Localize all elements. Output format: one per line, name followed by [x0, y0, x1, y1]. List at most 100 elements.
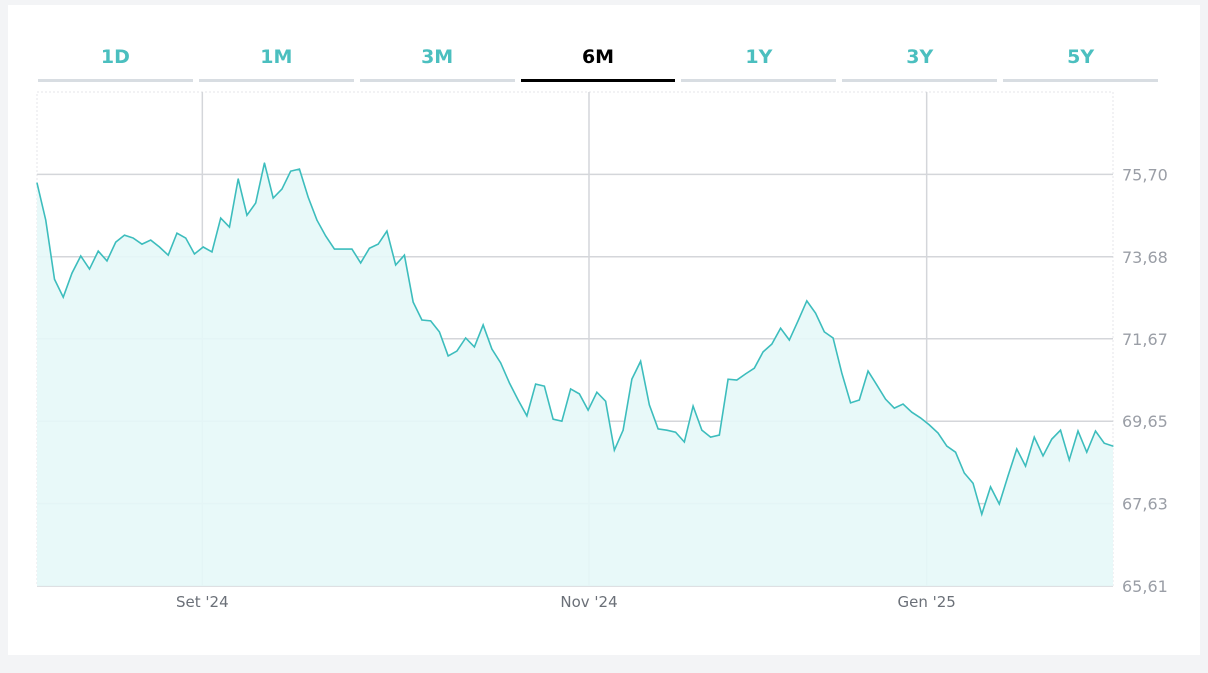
data-point: [832, 337, 834, 339]
y-tick-label: 71,67: [1122, 330, 1168, 349]
data-point: [307, 196, 309, 198]
data-point: [1024, 465, 1027, 467]
data-point: [613, 449, 615, 451]
data-point: [753, 367, 755, 369]
data-point: [788, 339, 790, 341]
data-point: [675, 431, 677, 433]
data-point: [473, 346, 475, 348]
data-point: [456, 350, 458, 352]
data-point: [963, 472, 965, 474]
data-point: [211, 251, 213, 253]
data-point: [360, 262, 362, 264]
data-point: [806, 300, 808, 302]
data-point: [246, 214, 248, 216]
data-point: [561, 420, 563, 422]
tab-1y[interactable]: 1Y: [681, 40, 837, 82]
data-point: [500, 362, 502, 364]
range-tabs: 1D 1M 3M 6M 1Y 3Y 5Y: [38, 40, 1159, 85]
data-point: [1059, 429, 1062, 431]
data-point: [701, 429, 703, 431]
data-point: [779, 327, 782, 329]
data-point: [989, 486, 992, 488]
data-point: [150, 239, 152, 241]
y-tick-label: 65,61: [1122, 577, 1168, 596]
data-point: [368, 247, 371, 249]
data-point: [263, 162, 266, 164]
data-point: [1112, 445, 1114, 447]
data-point: [622, 429, 624, 431]
x-tick-label: Set '24: [176, 593, 229, 611]
data-point: [395, 264, 397, 266]
data-point: [106, 260, 108, 262]
data-point: [526, 415, 528, 417]
tab-1d[interactable]: 1D: [38, 40, 193, 82]
data-point: [115, 241, 117, 243]
data-point: [893, 407, 895, 409]
tab-3y[interactable]: 3Y: [842, 40, 998, 82]
data-point: [1068, 459, 1070, 461]
data-point: [228, 226, 231, 228]
data-point: [648, 404, 650, 406]
data-point: [45, 219, 47, 221]
data-point: [123, 234, 126, 236]
data-point: [736, 379, 738, 381]
data-point: [403, 254, 406, 256]
data-point: [333, 248, 336, 250]
data-point: [141, 243, 143, 245]
data-point: [981, 513, 983, 515]
data-point: [1077, 430, 1079, 432]
data-point: [876, 384, 878, 386]
data-point: [185, 237, 187, 239]
data-point: [1086, 451, 1088, 453]
data-point: [587, 409, 589, 411]
data-point: [849, 402, 852, 404]
tab-6m[interactable]: 6M: [520, 40, 676, 82]
tab-3m[interactable]: 3M: [359, 40, 515, 82]
data-point: [841, 372, 843, 374]
data-point: [1033, 436, 1035, 438]
data-point: [482, 324, 484, 326]
data-point: [220, 217, 222, 219]
data-point: [946, 445, 948, 447]
data-point: [430, 320, 432, 322]
data-point: [438, 331, 441, 333]
data-point: [998, 503, 1000, 505]
data-point: [272, 197, 274, 199]
tab-1m[interactable]: 1M: [198, 40, 354, 82]
data-point: [884, 398, 887, 400]
data-point: [298, 168, 301, 170]
data-point: [1042, 455, 1044, 457]
data-point: [771, 343, 773, 345]
data-point: [954, 451, 957, 453]
data-point: [1094, 430, 1097, 432]
data-point: [377, 243, 379, 245]
data-point: [176, 232, 178, 234]
data-point: [1051, 438, 1053, 440]
data-point: [666, 429, 668, 431]
data-point: [631, 378, 633, 380]
data-point: [447, 355, 449, 357]
data-point: [53, 278, 56, 280]
data-point: [421, 319, 423, 321]
data-point: [535, 383, 537, 385]
data-point: [412, 301, 414, 303]
data-point: [709, 436, 712, 438]
data-point: [491, 348, 493, 350]
data-point: [386, 230, 388, 232]
data-point: [1007, 475, 1009, 477]
data-point: [552, 418, 554, 420]
data-point: [919, 417, 922, 419]
data-point: [36, 182, 38, 184]
data-point: [902, 403, 904, 405]
data-point: [255, 202, 257, 204]
x-tick-label: Nov '24: [560, 593, 617, 611]
data-point: [316, 219, 318, 221]
data-point: [762, 351, 764, 353]
price-line: [36, 162, 1114, 517]
tab-5y[interactable]: 5Y: [1003, 40, 1159, 82]
data-point: [71, 272, 73, 274]
data-point: [928, 424, 930, 426]
data-point: [578, 393, 580, 395]
data-point: [325, 235, 327, 237]
